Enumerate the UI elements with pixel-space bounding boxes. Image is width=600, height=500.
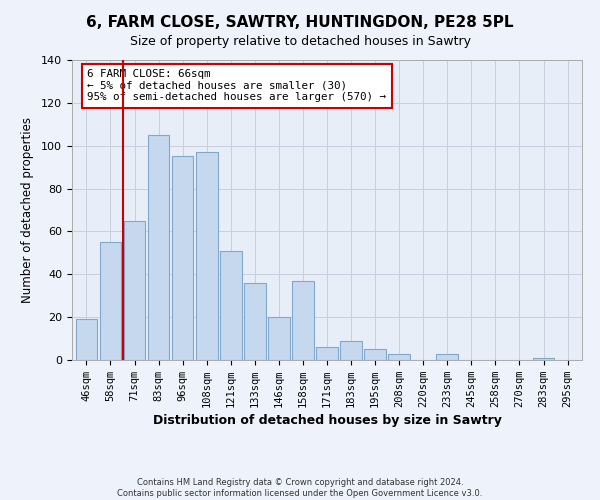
Y-axis label: Number of detached properties: Number of detached properties bbox=[21, 117, 34, 303]
Bar bbox=[316, 347, 338, 360]
Bar bbox=[148, 135, 169, 360]
Bar bbox=[196, 152, 218, 360]
Bar bbox=[436, 354, 458, 360]
Bar bbox=[172, 156, 193, 360]
Bar bbox=[76, 320, 97, 360]
Bar bbox=[364, 350, 386, 360]
Text: Size of property relative to detached houses in Sawtry: Size of property relative to detached ho… bbox=[130, 35, 470, 48]
Text: 6 FARM CLOSE: 66sqm
← 5% of detached houses are smaller (30)
95% of semi-detache: 6 FARM CLOSE: 66sqm ← 5% of detached hou… bbox=[88, 69, 386, 102]
Bar bbox=[388, 354, 410, 360]
Bar bbox=[292, 280, 314, 360]
Bar bbox=[244, 283, 266, 360]
X-axis label: Distribution of detached houses by size in Sawtry: Distribution of detached houses by size … bbox=[152, 414, 502, 427]
Bar bbox=[533, 358, 554, 360]
Bar bbox=[340, 340, 362, 360]
Bar bbox=[268, 317, 290, 360]
Bar bbox=[124, 220, 145, 360]
Bar bbox=[100, 242, 121, 360]
Text: Contains HM Land Registry data © Crown copyright and database right 2024.
Contai: Contains HM Land Registry data © Crown c… bbox=[118, 478, 482, 498]
Bar bbox=[220, 250, 242, 360]
Text: 6, FARM CLOSE, SAWTRY, HUNTINGDON, PE28 5PL: 6, FARM CLOSE, SAWTRY, HUNTINGDON, PE28 … bbox=[86, 15, 514, 30]
